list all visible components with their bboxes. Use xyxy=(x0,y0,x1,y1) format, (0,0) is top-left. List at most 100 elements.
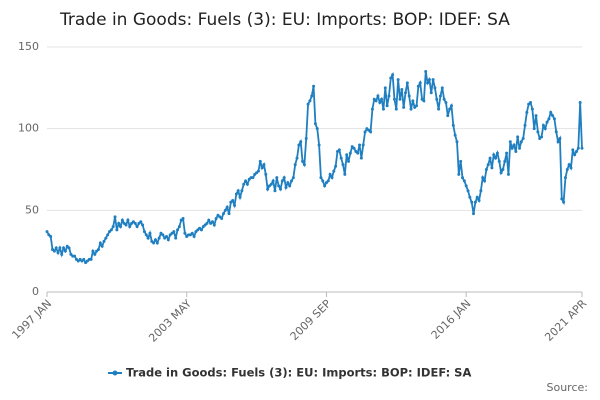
point xyxy=(321,179,325,183)
point xyxy=(549,110,553,114)
point xyxy=(290,179,294,183)
point xyxy=(352,146,356,150)
point xyxy=(438,94,442,98)
point xyxy=(58,246,62,250)
point xyxy=(233,203,237,207)
point xyxy=(152,241,156,245)
point xyxy=(554,130,558,134)
point xyxy=(552,117,556,121)
y-tick-label: 100 xyxy=(18,122,39,135)
point xyxy=(82,257,86,261)
point xyxy=(571,148,575,152)
point xyxy=(227,212,231,216)
point xyxy=(569,166,573,170)
point xyxy=(52,249,56,253)
point xyxy=(126,218,130,222)
point xyxy=(242,182,246,186)
point xyxy=(358,143,362,147)
point xyxy=(304,136,308,140)
point xyxy=(174,236,178,240)
point xyxy=(111,225,115,229)
point xyxy=(328,172,332,176)
point xyxy=(508,140,512,144)
point xyxy=(89,257,93,261)
point xyxy=(551,114,555,118)
point xyxy=(165,234,169,238)
point xyxy=(106,233,110,237)
point xyxy=(280,179,284,183)
point xyxy=(234,192,238,196)
point xyxy=(148,231,152,235)
point xyxy=(481,176,485,180)
point xyxy=(381,107,385,111)
point xyxy=(133,221,137,225)
point xyxy=(435,97,439,101)
point xyxy=(210,220,214,224)
point xyxy=(400,87,404,91)
point xyxy=(534,114,538,118)
point xyxy=(567,163,571,167)
point xyxy=(45,230,49,234)
point xyxy=(260,166,264,170)
point xyxy=(266,187,270,191)
point xyxy=(264,172,268,176)
point xyxy=(462,179,466,183)
x-tick-label: 2016 JAN xyxy=(429,297,474,342)
point xyxy=(299,140,303,144)
point xyxy=(93,252,97,256)
point xyxy=(347,159,351,163)
point xyxy=(558,136,562,140)
point xyxy=(488,156,492,160)
point xyxy=(479,189,483,193)
point xyxy=(416,84,420,88)
point xyxy=(341,163,345,167)
point xyxy=(369,130,373,134)
point xyxy=(135,225,139,229)
point xyxy=(532,127,536,131)
point xyxy=(183,231,187,235)
point xyxy=(464,184,468,188)
point xyxy=(477,199,481,203)
point xyxy=(312,84,316,88)
point xyxy=(199,228,203,232)
point xyxy=(326,179,330,183)
point xyxy=(514,150,518,154)
point xyxy=(302,163,306,167)
series-line xyxy=(46,71,583,265)
legend-marker xyxy=(112,370,118,376)
point xyxy=(449,104,453,108)
point xyxy=(212,223,216,227)
point xyxy=(273,189,277,193)
point xyxy=(407,94,411,98)
point xyxy=(380,97,384,101)
point xyxy=(483,179,487,183)
point xyxy=(448,107,452,111)
point xyxy=(251,176,255,180)
point xyxy=(529,101,533,105)
point xyxy=(547,117,551,121)
point xyxy=(392,97,396,101)
point xyxy=(545,120,549,124)
point xyxy=(506,172,510,176)
point xyxy=(124,223,128,227)
point xyxy=(437,107,441,111)
chart-title: Trade in Goods: Fuels (3): EU: Imports: … xyxy=(59,10,510,30)
point xyxy=(519,140,523,144)
point xyxy=(100,244,104,248)
point xyxy=(376,94,380,98)
point xyxy=(475,195,479,199)
point xyxy=(73,254,77,258)
point xyxy=(161,233,165,237)
point xyxy=(505,151,509,155)
point xyxy=(562,200,566,204)
point xyxy=(293,163,297,167)
point xyxy=(238,195,242,199)
point xyxy=(516,135,520,139)
point xyxy=(207,218,211,222)
legend-label: Trade in Goods: Fuels (3): EU: Imports: … xyxy=(126,366,471,380)
point xyxy=(231,199,235,203)
point xyxy=(54,246,58,250)
point xyxy=(142,230,146,234)
point xyxy=(451,123,455,127)
